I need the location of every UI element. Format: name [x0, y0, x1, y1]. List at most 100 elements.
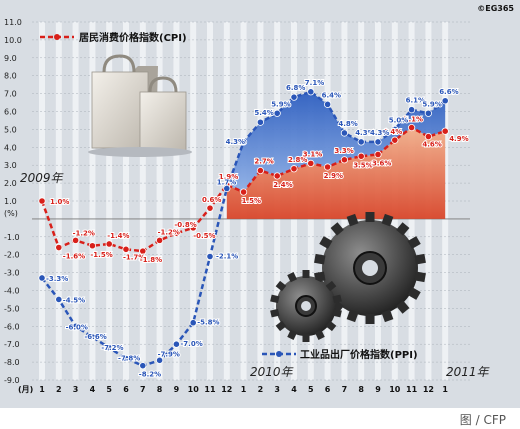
cpi-point — [122, 245, 130, 253]
y-tick-label: 3.0 — [4, 161, 17, 170]
y-tick-label: -6.0 — [4, 322, 20, 331]
ppi-data-label: -6.6% — [84, 333, 106, 341]
cpi-data-label: 1.5% — [242, 197, 261, 205]
x-tick-label: 3 — [73, 385, 79, 394]
ppi-data-label: -5.8% — [197, 319, 219, 327]
x-tick-label: 6 — [325, 385, 331, 394]
y-tick-label: 10.0 — [4, 36, 22, 45]
cpi-point — [441, 127, 449, 135]
cpi-data-label: 1.0% — [50, 198, 69, 206]
ppi-point — [240, 138, 248, 146]
ppi-data-label: 1.7% — [217, 178, 236, 186]
gears-illustration — [270, 212, 426, 342]
ppi-point — [105, 344, 113, 352]
cpi-data-label: 4.4% — [383, 128, 402, 136]
y-tick-label: 6.0 — [4, 108, 17, 117]
year-label: 2010年 — [250, 365, 295, 379]
gear-tooth — [365, 212, 375, 222]
legend-cpi-marker — [54, 34, 60, 40]
cpi-data-label: 4.9% — [449, 135, 468, 143]
cpi-point — [206, 204, 214, 212]
ppi-data-label: 6.6% — [439, 88, 458, 96]
year-labels: 2009年 2010年 2011年 — [20, 171, 491, 379]
ppi-data-label: -7.9% — [158, 350, 180, 358]
x-tick-label: 11 — [204, 385, 216, 394]
x-tick-label: 10 — [389, 385, 401, 394]
ppi-data-label: -4.5% — [63, 296, 85, 304]
gear-tooth — [287, 329, 298, 340]
ppi-data-label: -6.0% — [66, 323, 88, 331]
gear-tooth — [314, 272, 325, 283]
x-tick-label: 7 — [140, 385, 146, 394]
gear-tooth — [332, 294, 342, 304]
shopping-bags-illustration — [88, 54, 192, 157]
ppi-data-label: 4.8% — [338, 120, 357, 128]
x-tick-label: 8 — [358, 385, 364, 394]
fill-areas — [226, 91, 446, 219]
ppi-point — [206, 252, 214, 261]
ppi-point — [407, 106, 416, 114]
x-tick-label: 4 — [90, 385, 96, 394]
cpi-data-label: -1.7% — [123, 253, 145, 261]
ppi-point — [139, 362, 147, 370]
y-axis-ticks: 11.0 10.0 9.0 8.0 7.0 6.0 5.0 4.0 3.0 2.0 1.0 -1.0 -… — [4, 18, 22, 385]
cpi-data-label: -1.4% — [107, 232, 129, 240]
y-tick-label: 11.0 — [4, 18, 22, 27]
ppi-point — [290, 93, 298, 101]
ppi-point — [172, 340, 180, 348]
y-tick-label: -5.0 — [4, 304, 20, 313]
x-tick-label: 4 — [291, 385, 297, 394]
ppi-point — [307, 88, 315, 96]
x-tick-label: 11 — [406, 385, 418, 394]
x-tick-label: 2 — [56, 385, 62, 394]
ppi-data-label: -7.2% — [101, 344, 123, 352]
ppi-point — [72, 322, 80, 330]
x-tick-label: 9 — [375, 385, 381, 394]
gear-tooth — [414, 271, 426, 283]
gear-tooth — [414, 253, 426, 265]
y-tick-label: 1.0 — [4, 197, 17, 206]
ppi-point — [357, 138, 365, 146]
x-tick-label: 10 — [188, 385, 200, 394]
cpi-data-label: 0.6% — [202, 196, 221, 204]
y-tick-label: -9.0 — [4, 376, 20, 385]
cpi-point — [172, 229, 180, 237]
x-tick-label: 5 — [308, 385, 314, 394]
data-points — [38, 88, 449, 370]
ppi-point — [223, 184, 231, 193]
y-tick-label: -3.0 — [4, 269, 20, 278]
gear-tooth — [407, 236, 421, 249]
ppi-data-label: 5.0% — [389, 116, 408, 124]
ppi-data-label: -8.2% — [139, 371, 161, 379]
column-stripe — [123, 22, 129, 380]
cpi-data-label: -0.5% — [193, 232, 215, 240]
cpi-point — [391, 136, 399, 144]
chart-svg: 1.0%-1.6%-1.2%-1.5%-1.4%-1.7%-1.8%-1.2%-… — [4, 18, 491, 394]
ppi-data-label: 5.4% — [254, 109, 273, 117]
legend-cpi-label: 居民消费价格指数(CPI) — [79, 31, 187, 44]
ppi-data-label: -7.0% — [180, 340, 202, 348]
gear-tooth — [270, 294, 280, 304]
cpi-data-label: -1.6% — [63, 253, 85, 261]
gear-tooth — [381, 213, 394, 227]
cpi-point — [307, 159, 315, 168]
cpi-point — [156, 236, 164, 244]
ppi-data-label: 5.9% — [271, 100, 290, 108]
y-tick-label: -2.0 — [4, 251, 20, 260]
cpi-data-label: 3.5% — [353, 161, 372, 169]
legend-cpi: 居民消费价格指数(CPI) — [40, 31, 187, 44]
cpi-point — [240, 188, 248, 196]
ppi-point — [424, 109, 432, 117]
year-label: 2009年 — [20, 171, 65, 185]
column-stripe — [55, 22, 62, 380]
ppi-point — [273, 109, 281, 117]
column-stripe — [72, 22, 79, 380]
ppi-point — [55, 295, 63, 304]
gear-tooth — [314, 253, 326, 265]
cpi-point — [256, 166, 264, 175]
cpi-point — [357, 152, 365, 160]
cpi-area-fill — [226, 127, 446, 219]
gear-tooth — [302, 334, 310, 342]
data-labels: 1.0%-1.6%-1.2%-1.5%-1.4%-1.7%-1.8%-1.2%-… — [45, 78, 470, 380]
ppi-data-label: 6.8% — [286, 84, 305, 92]
